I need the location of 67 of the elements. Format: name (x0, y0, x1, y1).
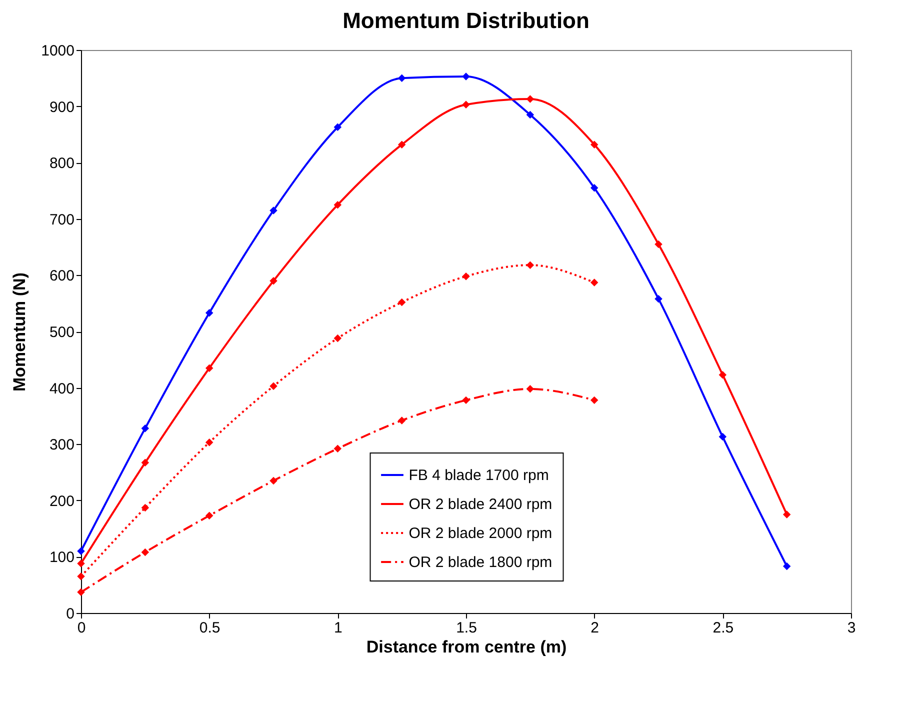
point (334, 123, 342, 132)
point (205, 309, 214, 317)
x-tick-label: 3 (847, 620, 856, 636)
point (205, 512, 214, 520)
y-tick-label: 100 (49, 549, 74, 566)
legend-label: FB 4 blade 1700 rpm (408, 467, 549, 484)
point (398, 140, 406, 148)
point (782, 510, 791, 518)
point (77, 588, 85, 596)
point (77, 572, 85, 580)
point (654, 294, 662, 303)
point (205, 438, 214, 446)
x-tick-label: 2 (590, 620, 600, 636)
point (270, 382, 278, 390)
point (77, 547, 85, 555)
point (718, 432, 727, 441)
point (462, 272, 470, 280)
y-tick-label: 1000 (41, 42, 74, 60)
y-tick-label: 500 (49, 324, 74, 341)
point (590, 184, 598, 192)
legend-label: OR 2 blade 1800 rpm (408, 554, 552, 572)
point (590, 396, 598, 404)
point (77, 560, 85, 568)
x-tick-label: 0.5 (199, 620, 220, 636)
x-axis-title: Distance from centre (m) (366, 638, 567, 656)
point (590, 140, 598, 148)
y-tick-label: 300 (49, 436, 74, 454)
point (270, 206, 278, 214)
point (526, 261, 534, 269)
point (654, 240, 662, 248)
x-tick-label: 2.5 (712, 620, 734, 636)
point (526, 95, 534, 103)
point (782, 562, 791, 570)
y-tick-label: 200 (49, 492, 74, 510)
point (270, 276, 278, 285)
point (526, 110, 534, 119)
point (590, 278, 598, 286)
point (334, 444, 342, 452)
legend-label: OR 2 blade 2400 rpm (408, 496, 552, 514)
y-tick-label: 600 (49, 268, 74, 285)
y-tick-label: 400 (49, 380, 74, 398)
y-tick-label: 800 (49, 155, 74, 172)
point (718, 370, 727, 379)
y-tick-label: 0 (66, 606, 74, 622)
point (462, 72, 470, 80)
x-tick-label: 1 (334, 620, 342, 636)
legend-label: OR 2 blade 2000 rpm (408, 525, 552, 542)
chart-title: Momentum Distribution (342, 8, 590, 33)
point (462, 100, 470, 108)
point (398, 74, 406, 82)
point (334, 334, 342, 342)
y-axis-title: Momentum (N) (10, 272, 30, 392)
point (462, 396, 470, 404)
point (398, 416, 406, 424)
point (270, 476, 278, 485)
y-tick-label: 900 (49, 98, 74, 116)
point (141, 424, 150, 432)
point (141, 458, 150, 467)
point (334, 200, 342, 209)
point (141, 548, 150, 556)
point (141, 504, 150, 512)
x-tick-label: 0 (77, 620, 86, 636)
point (398, 298, 406, 306)
y-tick-label: 700 (49, 211, 74, 228)
x-tick-label: 1.5 (456, 620, 477, 636)
point (526, 385, 534, 393)
point (205, 364, 214, 372)
